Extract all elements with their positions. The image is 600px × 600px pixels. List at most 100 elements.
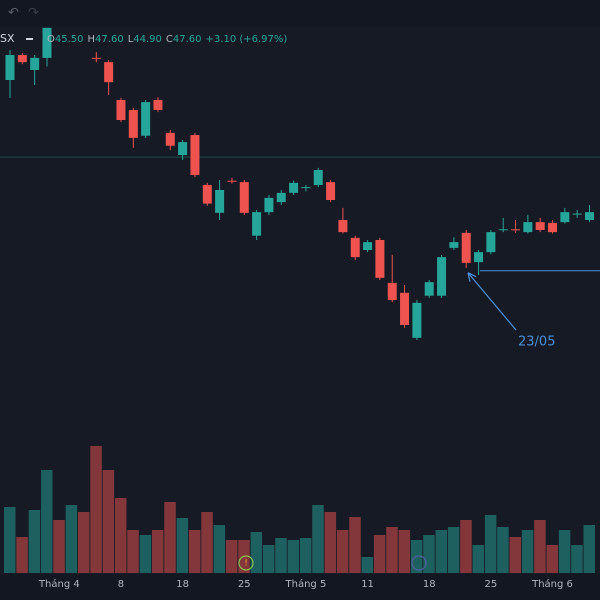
candle-body: [511, 229, 521, 231]
x-tick-label: 8: [118, 579, 124, 590]
legend-low-label: L: [128, 34, 134, 45]
legend-change: +3.10 (+6.97%): [206, 34, 288, 45]
volume-bar: [349, 517, 361, 573]
volume-bar: [213, 525, 226, 573]
candle-body: [141, 102, 151, 136]
plot: [0, 27, 600, 573]
volume-bar: [583, 525, 596, 573]
candle-body: [375, 240, 385, 278]
candle-body: [301, 187, 311, 189]
volume-bar: [77, 512, 90, 573]
legend-low: 44.90: [133, 34, 162, 45]
candle-body: [313, 170, 323, 185]
candle-body: [165, 132, 175, 146]
candle-body: [474, 252, 484, 263]
volume-bar: [546, 545, 559, 573]
candle-body: [523, 222, 533, 233]
undo-icon[interactable]: ↶: [8, 6, 19, 21]
legend-high-label: H: [88, 34, 96, 45]
volume-bar: [40, 470, 53, 573]
volume-bar: [262, 545, 275, 573]
candle-body: [363, 242, 373, 250]
volume-bar: [201, 512, 213, 573]
volume-bar: [558, 530, 571, 573]
volume-bar: [28, 510, 41, 573]
x-tick-label: 18: [423, 579, 436, 590]
volume-bar: [398, 530, 411, 573]
volume-bar: [336, 530, 349, 573]
candle-body: [17, 55, 27, 63]
legend-open-label: O: [47, 34, 55, 45]
candle-body: [178, 142, 188, 155]
volume-bar: [65, 505, 78, 573]
volume-bar: [312, 505, 324, 573]
volume-bar: [324, 512, 337, 573]
toolbar: [0, 0, 600, 26]
volume-bar: [447, 527, 460, 573]
candle-body: [276, 192, 286, 203]
volume-bar: [287, 540, 300, 573]
candle-body: [424, 282, 434, 296]
volume-bar: [188, 530, 201, 573]
volume-bar: [534, 520, 546, 573]
volume-bar: [361, 557, 374, 573]
candle-body: [116, 100, 126, 120]
candle-body: [289, 182, 299, 193]
legend: SX O 45.50 H 47.60 L 44.90 C 47.60 +3.10 (+6.97%…: [0, 32, 287, 45]
event-icon[interactable]: [411, 555, 427, 571]
legend-open: 45.50: [55, 34, 84, 45]
legend-close-label: C: [166, 34, 173, 45]
volume-bar: [16, 537, 28, 573]
candle-body: [128, 110, 138, 138]
volume-bar: [139, 535, 152, 573]
volume-bar: [423, 535, 435, 573]
candle-body: [585, 212, 595, 220]
candle-body: [437, 257, 447, 296]
symbol: SX: [0, 32, 15, 45]
volume-bar: [176, 518, 189, 573]
annotation-arrow: [467, 272, 517, 331]
candle-body: [190, 135, 200, 175]
volume-bar: [484, 515, 497, 573]
arrow-head: [467, 272, 477, 282]
event-icon[interactable]: [238, 555, 254, 571]
legend-high: 47.60: [95, 34, 124, 45]
candle-body: [42, 27, 52, 58]
volume-bar: [275, 538, 287, 573]
volume-bar: [127, 530, 139, 573]
volume-bar: [435, 530, 448, 573]
volume-bar: [114, 498, 127, 573]
annotation-label: 23/05: [518, 335, 555, 350]
symbol-marker: [26, 38, 33, 40]
candle-body: [412, 302, 422, 338]
volume-bar: [509, 537, 522, 573]
legend-close: 47.60: [173, 34, 202, 45]
volume-bar: [521, 530, 534, 573]
candle-body: [239, 182, 249, 213]
candle-body: [215, 190, 225, 213]
time-axis: [0, 574, 600, 600]
volume-bar: [164, 502, 176, 573]
candle-body: [202, 185, 212, 204]
candle-body: [252, 212, 262, 236]
candle-body: [461, 232, 471, 263]
candle-body: [449, 242, 459, 248]
x-tick-label: 18: [176, 579, 189, 590]
candle-body: [5, 55, 15, 80]
volume-bar: [571, 545, 583, 573]
candle-body: [153, 100, 163, 110]
event-icon-mark: !: [244, 559, 248, 569]
candle-body: [227, 180, 237, 182]
candle-body: [400, 292, 410, 325]
candle-body: [486, 232, 496, 253]
volume-bar: [497, 527, 509, 573]
volume-bar: [4, 507, 16, 573]
volume-bar: [386, 527, 398, 573]
candle-body: [535, 222, 545, 230]
redo-icon[interactable]: ↷: [28, 6, 40, 21]
volume-bar: [225, 540, 238, 573]
candle-body: [498, 229, 508, 231]
x-tick-label: Tháng 6: [531, 578, 573, 590]
candle-body: [350, 237, 360, 258]
